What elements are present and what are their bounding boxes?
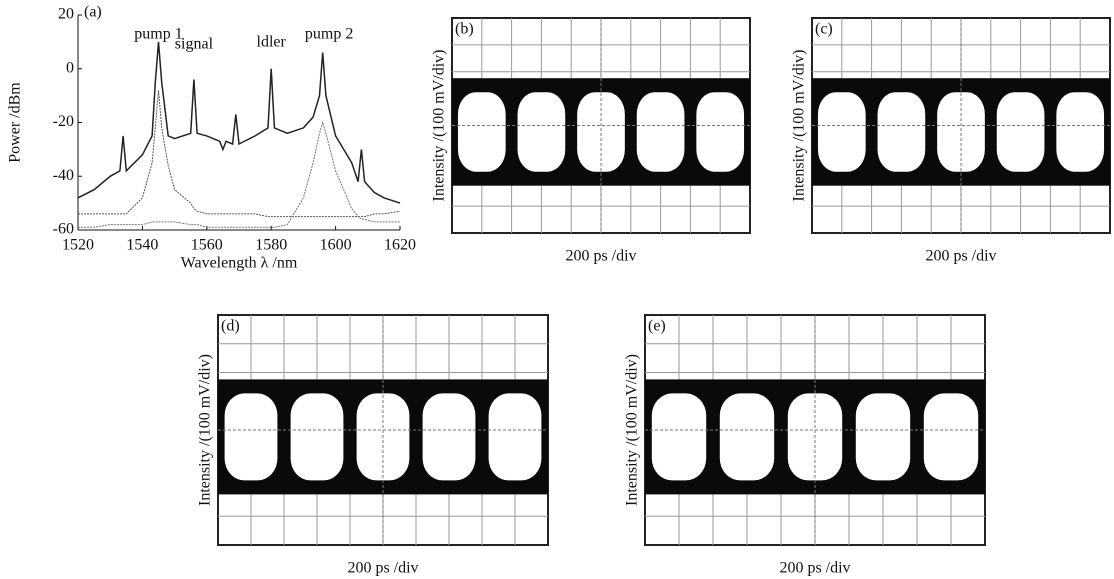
eye-opening bbox=[923, 393, 979, 481]
y-axis-label: Intensity /(100 mV/div) bbox=[624, 354, 641, 506]
y-tick-label: 20 bbox=[58, 6, 74, 23]
x-tick-label: 1580 bbox=[255, 237, 287, 254]
x-tick-label: 1600 bbox=[320, 237, 352, 254]
spectrum-line bbox=[77, 41, 401, 204]
spectrum-line bbox=[78, 90, 401, 218]
panel-label: (d) bbox=[221, 318, 240, 335]
eye-opening bbox=[651, 393, 707, 481]
y-axis-label: Power /dBm bbox=[7, 82, 24, 163]
eye-opening bbox=[636, 92, 685, 172]
panel-label: (a) bbox=[84, 4, 102, 21]
annotation: pump 2 bbox=[305, 26, 353, 43]
x-axis-label: 200 ps /div bbox=[565, 248, 636, 265]
annotation: ldler bbox=[257, 34, 287, 51]
x-axis-label: Wavelength λ /nm bbox=[181, 255, 298, 272]
annotation: pump 1 bbox=[134, 26, 182, 43]
eye-opening bbox=[290, 393, 344, 481]
eye-opening bbox=[996, 92, 1045, 172]
eye-opening bbox=[517, 92, 566, 172]
eye-opening bbox=[488, 393, 542, 481]
y-axis-label: Intensity /(100 mV/div) bbox=[791, 50, 808, 202]
x-axis-label: 200 ps /div bbox=[779, 560, 850, 577]
eye-opening bbox=[937, 92, 985, 172]
panel-label: (c) bbox=[815, 21, 833, 38]
y-tick-label: -40 bbox=[53, 167, 74, 184]
y-axis-label: Intensity /(100 mV/div) bbox=[197, 354, 214, 506]
x-tick-label: 1620 bbox=[384, 237, 416, 254]
eye-opening bbox=[696, 92, 745, 172]
y-axis-label: Intensity /(100 mV/div) bbox=[431, 50, 448, 202]
y-tick-label: -60 bbox=[53, 221, 74, 238]
y-tick-label: 0 bbox=[66, 59, 74, 76]
annotation: signal bbox=[175, 36, 214, 53]
eye-opening bbox=[817, 92, 866, 172]
x-axis-label: 200 ps /div bbox=[925, 248, 996, 265]
eye-opening bbox=[577, 92, 625, 172]
eye-opening bbox=[719, 393, 775, 481]
eye-opening bbox=[877, 92, 926, 172]
panel-label: (e) bbox=[648, 318, 666, 335]
x-tick-label: 1540 bbox=[126, 237, 158, 254]
x-axis-label: 200 ps /div bbox=[347, 560, 418, 577]
y-tick-label: -20 bbox=[53, 113, 74, 130]
panel-label: (b) bbox=[455, 21, 474, 38]
eye-opening bbox=[422, 393, 476, 481]
eye-opening bbox=[1056, 92, 1105, 172]
eye-opening bbox=[855, 393, 911, 481]
eye-opening bbox=[457, 92, 506, 172]
eye-opening bbox=[224, 393, 278, 481]
x-tick-label: 1560 bbox=[191, 237, 223, 254]
x-tick-label: 1520 bbox=[62, 237, 94, 254]
